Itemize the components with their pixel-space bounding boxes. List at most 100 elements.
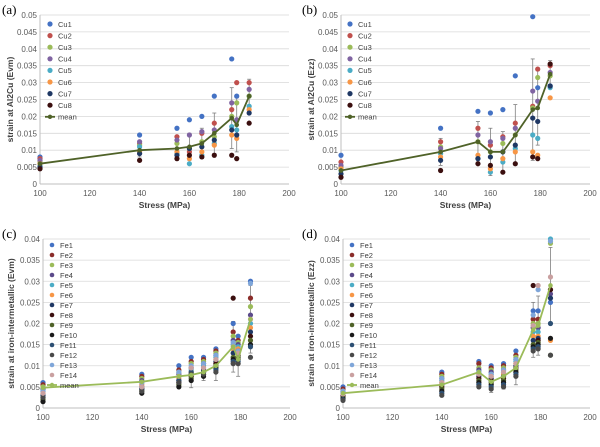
point-fe8 [530, 282, 536, 289]
legend-label: Cu2 [358, 31, 372, 40]
point-fe1 [230, 320, 236, 327]
y-tick-label: 0.015 [320, 341, 341, 350]
legend-label: Fe11 [60, 341, 77, 350]
x-tick-label: 180 [234, 413, 248, 422]
legend-label: Fe5 [60, 281, 73, 290]
mean-point [235, 357, 241, 362]
point-cu4 [186, 132, 192, 138]
legend-label: mean [60, 381, 79, 390]
y-axis-title: strain at Al2Cu (Ezz) [306, 58, 316, 140]
legend-marker [347, 102, 353, 108]
mean-point [213, 363, 219, 369]
mean-point [488, 379, 494, 385]
y-tick-label: 0.035 [318, 62, 339, 71]
legend-marker [49, 302, 55, 308]
y-tick-label: 0.05 [21, 11, 37, 20]
legend-label: Cu7 [358, 89, 372, 98]
point-fe8 [247, 333, 254, 339]
legend-label: Cu8 [58, 101, 72, 110]
y-tick-label: 0.03 [24, 277, 40, 286]
point-cu8 [174, 156, 180, 162]
legend-label: Cu5 [58, 66, 72, 75]
y-tick-label: 0.03 [322, 79, 338, 88]
legend-label: Fe8 [360, 311, 373, 320]
legend-label: Fe1 [360, 241, 373, 250]
mean-point [438, 149, 443, 155]
legend-label: Cu6 [58, 78, 72, 87]
series-cu5 [338, 85, 553, 175]
point-cu7 [530, 115, 536, 121]
point-cu7 [137, 150, 143, 157]
point-cu4 [530, 88, 536, 94]
point-cu5 [530, 132, 536, 138]
point-cu8 [500, 169, 506, 175]
point-fe11 [547, 320, 554, 327]
point-cu4 [199, 129, 205, 135]
point-fe14 [488, 373, 494, 379]
point-cu1 [211, 93, 217, 99]
point-fe3 [230, 333, 236, 339]
x-tick-label: 140 [135, 413, 149, 422]
point-fe14 [535, 282, 541, 289]
x-tick-label: 120 [83, 189, 97, 198]
y-tick-label: 0.01 [322, 146, 338, 155]
point-cu8 [475, 161, 481, 167]
point-fe7 [530, 337, 536, 343]
legend-label: Fe9 [360, 321, 373, 330]
series-cu8 [338, 61, 553, 180]
legend-marker [349, 362, 355, 368]
legend-label: Fe2 [360, 251, 373, 260]
point-cu3 [500, 140, 506, 147]
point-fe13 [513, 356, 519, 363]
y-tick-label: 0.02 [324, 320, 340, 329]
legend-marker [347, 33, 353, 39]
y-tick-label: 0.025 [17, 96, 38, 105]
legend-label: Fe3 [60, 261, 73, 270]
x-axis-title: Stress (MPa) [440, 200, 492, 210]
point-fe7 [247, 329, 254, 335]
point-fe9 [247, 337, 254, 343]
y-axis-title: strain at Al2Cu (Evm) [5, 57, 15, 143]
point-cu1 [137, 132, 143, 138]
legend: Cu1 Cu2 Cu3 Cu4 Cu5 Cu6 Cu7 Cu8 mean [45, 20, 77, 122]
y-tick-label: 0.025 [20, 298, 41, 307]
point-fe14 [500, 369, 507, 375]
point-fe14 [530, 323, 536, 329]
point-fe12 [488, 386, 494, 392]
legend-label: Cu3 [358, 43, 372, 52]
point-fe2 [230, 329, 236, 335]
mean-point [475, 139, 481, 145]
legend-marker [49, 272, 55, 278]
point-fe14 [40, 390, 46, 396]
point-fe13 [535, 287, 541, 293]
legend-label: Fe14 [360, 371, 377, 380]
panel-label: (b) [302, 2, 317, 17]
point-cu4 [500, 135, 506, 141]
point-fe12 [40, 394, 46, 401]
point-cu2 [535, 66, 541, 72]
legend-label: Cu3 [58, 43, 72, 52]
mean-point [234, 122, 240, 128]
legend-marker [49, 342, 55, 348]
legend-label: Fe12 [60, 351, 77, 360]
point-cu8 [246, 120, 252, 126]
point-cu1 [234, 93, 240, 99]
x-tick-label: 200 [583, 413, 597, 422]
point-cu4 [137, 139, 143, 145]
x-tick-label: 140 [434, 189, 448, 198]
point-cu7 [199, 144, 205, 150]
mean-point [176, 374, 182, 379]
point-cu6 [530, 149, 536, 155]
y-tick-label: 0.025 [320, 298, 341, 307]
point-cu4 [512, 125, 518, 131]
point-fe14 [139, 384, 145, 390]
point-cu8 [535, 156, 541, 162]
mean-point [137, 147, 142, 153]
point-cu8 [234, 156, 240, 162]
point-cu1 [530, 14, 536, 20]
point-cu8 [211, 152, 217, 158]
point-fe12 [547, 352, 554, 358]
x-tick-label: 180 [534, 189, 548, 198]
legend-marker [349, 352, 355, 358]
point-cu2 [234, 80, 240, 86]
